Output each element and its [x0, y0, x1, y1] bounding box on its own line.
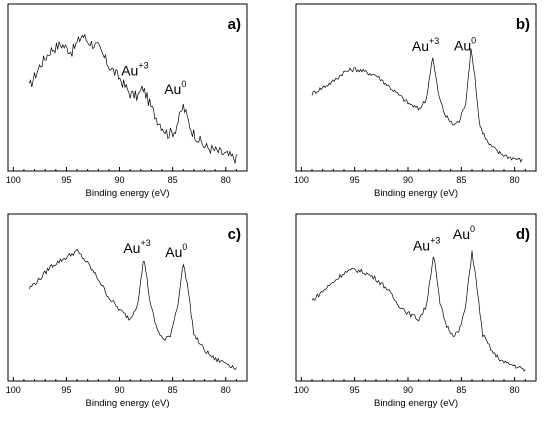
peak-label-base: Au [121, 63, 138, 79]
peak-label-superscript: +3 [138, 61, 148, 71]
x-tick-label: 85 [456, 175, 466, 185]
spectrum-trace [311, 48, 523, 163]
peak-label-base: Au [164, 81, 181, 97]
peak-label-base: Au [123, 240, 140, 256]
x-tick-label: 85 [168, 385, 178, 395]
x-tick-label: 95 [350, 385, 360, 395]
x-tick-label: 90 [403, 385, 413, 395]
x-tick-label: 80 [221, 175, 231, 185]
peak-label-au0: Au0 [164, 79, 186, 97]
x-tick-label: 85 [168, 175, 178, 185]
peak-label-superscript: +3 [430, 235, 440, 245]
x-tick-label: 80 [510, 175, 520, 185]
peak-label-superscript: 0 [181, 79, 186, 89]
x-tick-label: 100 [6, 385, 21, 395]
peak-label-au0: Au0 [165, 242, 187, 260]
x-tick-label: 90 [115, 175, 125, 185]
panel-label: c) [228, 226, 241, 243]
plot-frame [7, 3, 248, 172]
peak-label-au0: Au0 [453, 224, 475, 242]
x-tick-label: 80 [510, 385, 520, 395]
x-tick-label: 95 [61, 385, 71, 395]
panel-label: d) [516, 226, 530, 243]
x-tick-label: 90 [403, 175, 413, 185]
peak-label-au0: Au0 [454, 36, 476, 54]
spectrum-trace [28, 33, 237, 164]
peak-label-superscript: +3 [140, 238, 150, 248]
peak-label-superscript: +3 [429, 36, 439, 46]
peak-label-base: Au [413, 237, 430, 253]
x-axis-label: Binding energy (eV) [86, 188, 170, 199]
panel-label: a) [228, 16, 241, 33]
peak-label-au3: Au+3 [412, 36, 439, 54]
peak-label-superscript: 0 [471, 36, 476, 46]
panel-label: b) [516, 16, 530, 33]
peak-label-base: Au [453, 226, 470, 242]
peak-label-au3: Au+3 [123, 238, 150, 256]
spectrum-trace [28, 248, 237, 371]
plot-frame [295, 3, 537, 172]
x-tick-label: 95 [350, 175, 360, 185]
peak-label-au3: Au+3 [121, 61, 148, 79]
x-tick-label: 85 [456, 385, 466, 395]
x-tick-label: 90 [115, 385, 125, 395]
peak-label-superscript: 0 [182, 242, 187, 252]
spectrum-trace [311, 250, 526, 372]
x-axis-label: Binding energy (eV) [374, 188, 458, 199]
peak-label-base: Au [454, 38, 471, 54]
peak-label-au3: Au+3 [413, 235, 440, 253]
peak-label-base: Au [412, 38, 429, 54]
x-axis-label: Binding energy (eV) [86, 398, 170, 409]
x-tick-label: 80 [221, 385, 231, 395]
x-tick-label: 100 [294, 385, 309, 395]
plot-frame [295, 213, 537, 382]
x-axis-label: Binding energy (eV) [374, 398, 458, 409]
peak-label-superscript: 0 [470, 224, 475, 234]
plot-frame [7, 213, 248, 382]
x-tick-label: 95 [61, 175, 71, 185]
x-tick-label: 100 [6, 175, 21, 185]
peak-label-base: Au [165, 244, 182, 260]
x-tick-label: 100 [294, 175, 309, 185]
